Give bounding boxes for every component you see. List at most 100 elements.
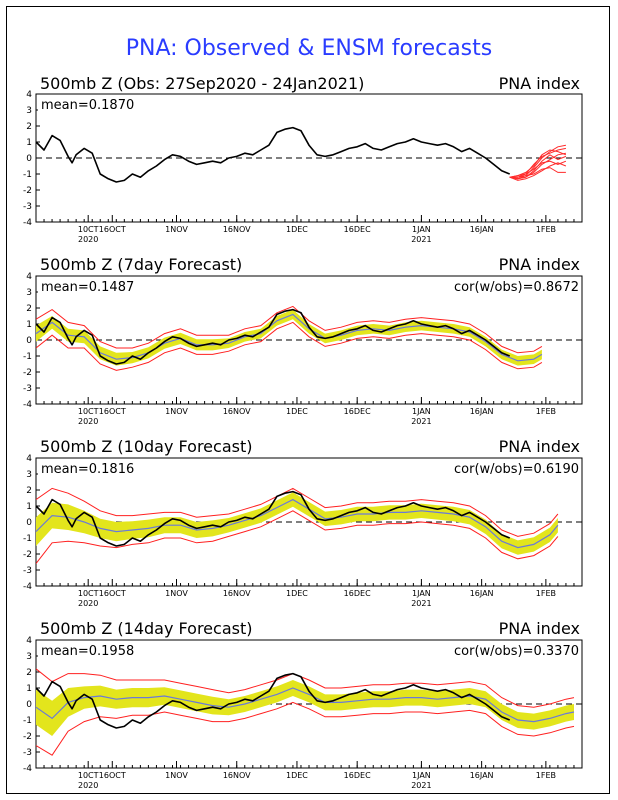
y-tick-label-3-1: 3 bbox=[26, 470, 32, 480]
y-tick-label-4-4: 0 bbox=[26, 700, 32, 710]
y-tick-label-1-2: 2 bbox=[26, 122, 32, 132]
envelope-lower-3 bbox=[36, 510, 559, 564]
y-tick-label-1-6: -2 bbox=[23, 186, 32, 196]
y-tick-label-3-4: 0 bbox=[26, 518, 32, 528]
panel-right-label-1: PNA index bbox=[498, 74, 580, 93]
stat-right-2: cor(w/obs)=0.8672 bbox=[454, 280, 579, 295]
stat-left-bg-2 bbox=[38, 278, 164, 294]
x-tick-label-2-8: 1FEB bbox=[536, 407, 556, 416]
x-tick-year-1-6: 2021 bbox=[411, 235, 431, 244]
page-title: PNA: Observed & ENSM forecasts bbox=[125, 36, 493, 61]
x-tick-label-3-3: 16NOV bbox=[223, 589, 251, 598]
x-tick-label-1-3: 16NOV bbox=[223, 225, 251, 234]
y-tick-label-4-1: 3 bbox=[26, 652, 32, 662]
envelope-lower-4 bbox=[36, 701, 575, 756]
stat-left-bg-4 bbox=[38, 642, 164, 658]
x-tick-label-3-4: 1DEC bbox=[286, 589, 308, 598]
y-tick-label-4-6: -2 bbox=[23, 732, 32, 742]
envelope-upper-2 bbox=[36, 305, 543, 354]
figure-frame bbox=[6, 6, 610, 794]
x-tick-label-2-6: 1JAN bbox=[412, 407, 431, 416]
x-tick-label-3-6: 1JAN bbox=[412, 589, 431, 598]
stat-right-bg-3 bbox=[416, 460, 580, 476]
plot-content-4 bbox=[36, 668, 575, 756]
y-tick-label-1-8: -4 bbox=[23, 218, 32, 228]
plot-content-3 bbox=[36, 487, 559, 564]
y-tick-label-2-3: 1 bbox=[26, 320, 32, 330]
panel-title-4: 500mb Z (14day Forecast) bbox=[40, 619, 253, 638]
stat-left-2: mean=0.1487 bbox=[41, 280, 134, 295]
x-tick-label-4-5: 16DEC bbox=[344, 771, 371, 780]
x-tick-label-1-6: 1JAN bbox=[412, 225, 431, 234]
observed-line-2 bbox=[36, 308, 510, 365]
plot-content-1 bbox=[36, 126, 567, 183]
x-tick-label-3-5: 16DEC bbox=[344, 589, 371, 598]
envelope-upper-4 bbox=[36, 668, 575, 708]
x-tick-year-4-0: 2020 bbox=[78, 781, 98, 790]
y-tick-label-3-2: 2 bbox=[26, 486, 32, 496]
x-tick-label-1-1: 16OCT bbox=[99, 225, 126, 234]
y-tick-label-1-0: 4 bbox=[26, 90, 32, 100]
y-tick-label-4-3: 1 bbox=[26, 684, 32, 694]
forecast-member-line-1-6 bbox=[509, 162, 567, 181]
forecast-member-line-1-5 bbox=[509, 154, 567, 180]
stat-left-bg-3 bbox=[38, 460, 164, 476]
envelope-upper-3 bbox=[36, 487, 559, 537]
panel-right-label-3: PNA index bbox=[498, 437, 580, 456]
y-tick-label-1-7: -3 bbox=[23, 202, 32, 212]
y-tick-label-4-0: 4 bbox=[26, 636, 32, 646]
y-tick-label-2-4: 0 bbox=[26, 336, 32, 346]
x-tick-label-3-7: 16JAN bbox=[470, 589, 494, 598]
x-tick-label-4-2: 1NOV bbox=[165, 771, 188, 780]
y-tick-label-2-7: -3 bbox=[23, 384, 32, 394]
panel-title-3: 500mb Z (10day Forecast) bbox=[40, 437, 253, 456]
x-tick-label-4-7: 16JAN bbox=[470, 771, 494, 780]
stat-right-bg-4 bbox=[416, 642, 580, 658]
stat-left-1: mean=0.1870 bbox=[41, 98, 134, 113]
ensemble-mean-line-3 bbox=[36, 498, 559, 549]
y-tick-label-2-1: 3 bbox=[26, 288, 32, 298]
stat-right-3: cor(w/obs)=0.6190 bbox=[454, 462, 579, 477]
x-tick-label-1-5: 16DEC bbox=[344, 225, 371, 234]
y-tick-label-3-0: 4 bbox=[26, 454, 32, 464]
observed-line-1 bbox=[36, 126, 510, 183]
x-tick-label-1-0: 10CT bbox=[78, 225, 99, 234]
stat-left-3: mean=0.1816 bbox=[41, 462, 134, 477]
stat-right-4: cor(w/obs)=0.3370 bbox=[454, 644, 579, 659]
y-tick-label-3-5: -1 bbox=[23, 534, 32, 544]
panel-title-2: 500mb Z (7day Forecast) bbox=[40, 255, 243, 274]
observed-line-4 bbox=[36, 672, 510, 729]
x-tick-year-3-0: 2020 bbox=[78, 599, 98, 608]
x-tick-year-2-6: 2021 bbox=[411, 417, 431, 426]
observed-line-3 bbox=[36, 490, 510, 547]
x-tick-label-1-4: 1DEC bbox=[286, 225, 308, 234]
y-tick-label-1-3: 1 bbox=[26, 138, 32, 148]
x-tick-year-4-6: 2021 bbox=[411, 781, 431, 790]
x-tick-label-2-3: 16NOV bbox=[223, 407, 251, 416]
y-tick-label-1-4: 0 bbox=[26, 154, 32, 164]
x-tick-label-4-3: 16NOV bbox=[223, 771, 251, 780]
y-tick-label-1-5: -1 bbox=[23, 170, 32, 180]
y-tick-label-3-6: -2 bbox=[23, 550, 32, 560]
y-tick-label-4-7: -3 bbox=[23, 748, 32, 758]
y-tick-label-2-2: 2 bbox=[26, 304, 32, 314]
panel-title-1: 500mb Z (Obs: 27Sep2020 - 24Jan2021) bbox=[40, 74, 365, 93]
envelope-lower-2 bbox=[36, 321, 543, 371]
y-tick-label-2-8: -4 bbox=[23, 400, 32, 410]
stat-left-bg-1 bbox=[38, 96, 164, 112]
plot-content-2 bbox=[36, 305, 543, 371]
y-tick-label-3-8: -4 bbox=[23, 582, 32, 592]
x-tick-label-4-6: 1JAN bbox=[412, 771, 431, 780]
x-tick-label-4-1: 16OCT bbox=[99, 771, 126, 780]
y-tick-label-4-8: -4 bbox=[23, 764, 32, 774]
ensemble-mean-line-2 bbox=[36, 313, 543, 362]
panel-right-label-2: PNA index bbox=[498, 255, 580, 274]
x-tick-label-3-0: 10CT bbox=[78, 589, 99, 598]
y-tick-label-2-0: 4 bbox=[26, 272, 32, 282]
x-tick-label-4-4: 1DEC bbox=[286, 771, 308, 780]
x-tick-label-1-7: 16JAN bbox=[470, 225, 494, 234]
